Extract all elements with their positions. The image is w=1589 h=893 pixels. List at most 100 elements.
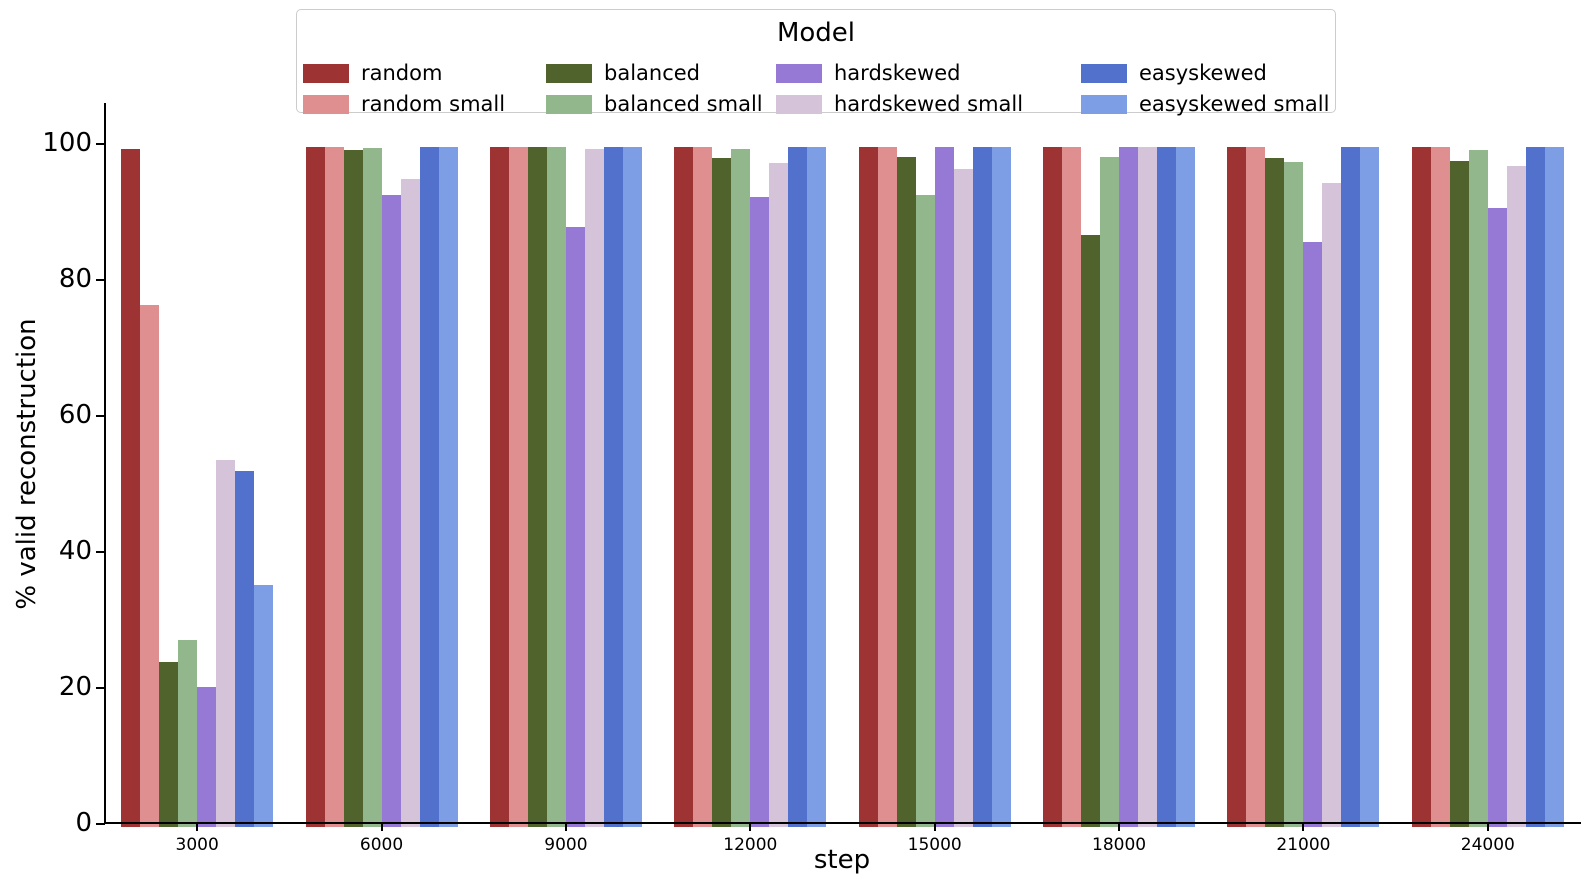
legend-swatch-balanced-small bbox=[546, 94, 592, 114]
bar-balanced-small-21000 bbox=[1284, 161, 1304, 827]
x-tick-label: 15000 bbox=[907, 835, 962, 855]
bar-hardskewed-21000 bbox=[1303, 242, 1323, 827]
bar-random-small-18000 bbox=[1062, 147, 1082, 827]
y-axis-label: % valid reconstruction bbox=[12, 318, 42, 610]
y-tick-label: 80 bbox=[58, 264, 92, 294]
bar-random-6000 bbox=[305, 147, 325, 827]
legend-entry-hardskewed-small: hardskewed small bbox=[776, 91, 1023, 117]
x-axis-line bbox=[104, 822, 1581, 824]
bar-random-small-15000 bbox=[877, 147, 897, 827]
bar-random-small-12000 bbox=[693, 147, 713, 827]
bar-random-9000 bbox=[489, 147, 509, 827]
bar-random-small-6000 bbox=[324, 147, 344, 827]
bar-easyskewed-24000 bbox=[1525, 147, 1545, 827]
y-tick-label: 100 bbox=[42, 128, 92, 158]
bar-hardskewed-12000 bbox=[750, 196, 770, 827]
legend-entry-easyskewed-small: easyskewed small bbox=[1081, 91, 1329, 117]
bar-easyskewed-21000 bbox=[1341, 147, 1361, 827]
legend-label: hardskewed small bbox=[834, 92, 1024, 116]
x-tick-mark bbox=[933, 824, 936, 831]
x-tick-label: 12000 bbox=[723, 835, 778, 855]
bar-easyskewed-small-21000 bbox=[1360, 147, 1380, 827]
legend: Model random random small balanced balanced… bbox=[296, 9, 1336, 116]
bar-balanced-small-15000 bbox=[915, 194, 935, 827]
legend-swatch-easyskewed bbox=[1081, 63, 1127, 83]
bar-random-small-24000 bbox=[1430, 147, 1450, 827]
bar-random-18000 bbox=[1043, 147, 1063, 827]
y-tick-label: 0 bbox=[75, 808, 92, 838]
bar-hardskewed-small-24000 bbox=[1506, 166, 1526, 827]
y-tick-mark bbox=[96, 823, 105, 825]
x-tick-mark bbox=[380, 824, 383, 831]
bar-random-3000 bbox=[121, 149, 141, 827]
x-tick-mark bbox=[1118, 824, 1121, 831]
bar-random-21000 bbox=[1227, 147, 1247, 827]
bar-balanced-21000 bbox=[1265, 157, 1285, 827]
bar-balanced-18000 bbox=[1081, 235, 1101, 827]
legend-label: easyskewed small bbox=[1139, 92, 1330, 116]
bar-hardskewed-18000 bbox=[1119, 147, 1139, 827]
x-tick-label: 6000 bbox=[359, 835, 404, 855]
bar-hardskewed-small-15000 bbox=[953, 168, 973, 827]
bar-easyskewed-small-15000 bbox=[991, 147, 1011, 827]
x-tick-mark bbox=[1486, 824, 1489, 831]
bar-easyskewed-small-12000 bbox=[807, 147, 827, 827]
bar-balanced-15000 bbox=[896, 157, 916, 827]
bar-easyskewed-18000 bbox=[1157, 147, 1177, 827]
bar-balanced-small-24000 bbox=[1468, 150, 1488, 827]
bar-hardskewed-24000 bbox=[1487, 208, 1507, 827]
bar-hardskewed-9000 bbox=[565, 227, 585, 827]
bar-easyskewed-small-3000 bbox=[254, 584, 274, 827]
bar-hardskewed-small-21000 bbox=[1322, 183, 1342, 827]
bar-easyskewed-small-24000 bbox=[1544, 147, 1564, 827]
y-tick-label: 40 bbox=[58, 536, 92, 566]
bar-easyskewed-small-18000 bbox=[1176, 147, 1196, 827]
bar-easyskewed-3000 bbox=[235, 471, 255, 827]
x-tick-mark bbox=[749, 824, 752, 831]
bar-hardskewed-3000 bbox=[197, 686, 217, 827]
legend-label: balanced small bbox=[604, 92, 763, 116]
legend-swatch-balanced bbox=[546, 63, 592, 83]
bar-easyskewed-9000 bbox=[603, 147, 623, 827]
x-tick-label: 21000 bbox=[1276, 835, 1331, 855]
bar-balanced-small-9000 bbox=[546, 147, 566, 827]
x-tick-label: 9000 bbox=[544, 835, 588, 855]
y-tick-label: 20 bbox=[58, 672, 92, 702]
bar-random-15000 bbox=[858, 147, 878, 827]
legend-swatch-random-small bbox=[303, 94, 349, 114]
bar-random-12000 bbox=[674, 147, 694, 827]
legend-label: easyskewed bbox=[1139, 61, 1267, 85]
bar-easyskewed-small-6000 bbox=[438, 147, 458, 827]
y-tick-mark bbox=[96, 415, 105, 417]
x-tick-mark bbox=[564, 824, 567, 831]
bar-balanced-small-18000 bbox=[1100, 157, 1120, 827]
bar-balanced-12000 bbox=[712, 157, 732, 827]
legend-swatch-easyskewed-small bbox=[1081, 94, 1127, 114]
bar-hardskewed-small-3000 bbox=[216, 460, 236, 827]
legend-swatch-hardskewed bbox=[776, 63, 822, 83]
legend-label: random small bbox=[361, 92, 506, 116]
bar-hardskewed-small-6000 bbox=[400, 178, 420, 827]
legend-label: random bbox=[361, 61, 443, 85]
bar-balanced-24000 bbox=[1449, 160, 1469, 827]
y-axis-line bbox=[104, 103, 106, 824]
legend-entry-balanced: balanced bbox=[546, 60, 700, 86]
x-tick-label: 3000 bbox=[175, 835, 219, 855]
x-tick-label: 18000 bbox=[1092, 835, 1147, 855]
bar-random-small-9000 bbox=[508, 147, 528, 827]
legend-title: Model bbox=[776, 18, 856, 48]
bar-hardskewed-small-12000 bbox=[769, 162, 789, 827]
bar-balanced-small-6000 bbox=[362, 148, 382, 827]
x-tick-mark bbox=[196, 824, 199, 831]
legend-entry-random-small: random small bbox=[303, 91, 505, 117]
legend-swatch-hardskewed-small bbox=[776, 94, 822, 114]
bar-balanced-6000 bbox=[343, 150, 363, 827]
y-tick-mark bbox=[96, 687, 105, 689]
legend-entry-easyskewed: easyskewed bbox=[1081, 60, 1267, 86]
bar-easyskewed-small-9000 bbox=[622, 147, 642, 827]
legend-label: hardskewed bbox=[834, 61, 961, 85]
bar-hardskewed-15000 bbox=[934, 147, 954, 827]
bar-easyskewed-15000 bbox=[972, 147, 992, 827]
legend-entry-random: random bbox=[303, 60, 442, 86]
